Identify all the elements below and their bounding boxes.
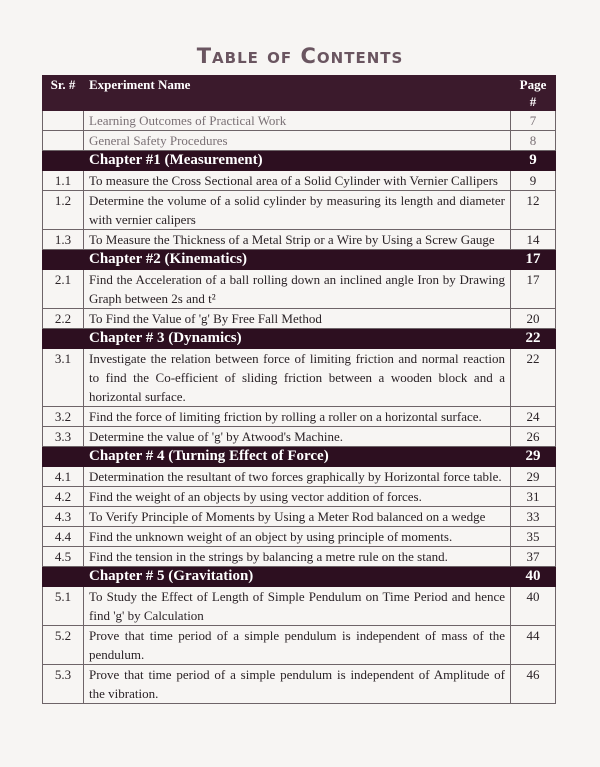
page-number: 37: [510, 546, 556, 567]
table-row: 5.3 Prove that time period of a simple pe…: [42, 664, 556, 704]
serial-number: 4.5: [42, 546, 84, 567]
table-row: 1.2 Determine the volume of a solid cylin…: [42, 190, 556, 230]
serial-number: [42, 446, 84, 467]
table-row: 4.3 To Verify Principle of Moments by Usi…: [42, 506, 556, 527]
page-number: 9: [510, 150, 556, 171]
header-experiment-name: Experiment Name: [83, 75, 511, 111]
experiment-name: Prove that time period of a simple pendu…: [83, 625, 511, 665]
page-number: 24: [510, 406, 556, 427]
serial-number: 2.1: [42, 269, 84, 309]
page-number: 40: [510, 586, 556, 626]
experiment-name: To measure the Cross Sectional area of a…: [83, 170, 511, 191]
experiment-name: Find the unknown weight of an object by …: [83, 526, 511, 547]
serial-number: [42, 566, 84, 587]
experiment-name: Chapter #2 (Kinematics): [83, 249, 511, 270]
page-number: 29: [510, 446, 556, 467]
page-number: 26: [510, 426, 556, 447]
page-number: 12: [510, 190, 556, 230]
experiment-name: Chapter # 5 (Gravitation): [83, 566, 511, 587]
table-row: 3.2 Find the force of limiting friction b…: [42, 406, 556, 427]
page-number: 35: [510, 526, 556, 547]
page-number: 40: [510, 566, 556, 587]
table-row: General Safety Procedures 8: [42, 130, 556, 151]
page-number: 8: [510, 130, 556, 151]
serial-number: 4.3: [42, 506, 84, 527]
experiment-name: Determine the value of 'g' by Atwood's M…: [83, 426, 511, 447]
page-number: 22: [510, 328, 556, 349]
table-row: 3.1 Investigate the relation between forc…: [42, 348, 556, 407]
experiment-name: Chapter # 4 (Turning Effect of Force): [83, 446, 511, 467]
serial-number: 2.2: [42, 308, 84, 329]
page-number: 46: [510, 664, 556, 704]
page-number: 33: [510, 506, 556, 527]
table-row: 1.1 To measure the Cross Sectional area o…: [42, 170, 556, 191]
page-number: 22: [510, 348, 556, 407]
chapter-row: Chapter # 4 (Turning Effect of Force) 29: [42, 446, 556, 467]
page-number: 29: [510, 466, 556, 487]
table-row: 4.4 Find the unknown weight of an object …: [42, 526, 556, 547]
table-row: 4.5 Find the tension in the strings by ba…: [42, 546, 556, 567]
experiment-name: Prove that time period of a simple pendu…: [83, 664, 511, 704]
serial-number: [42, 150, 84, 171]
page-number: 7: [510, 110, 556, 131]
serial-number: 1.2: [42, 190, 84, 230]
header-page: Page #: [510, 75, 556, 111]
table-row: 2.2 To Find the Value of 'g' By Free Fall…: [42, 308, 556, 329]
experiment-name: Find the Acceleration of a ball rolling …: [83, 269, 511, 309]
table-row: 1.3 To Measure the Thickness of a Metal S…: [42, 229, 556, 250]
experiment-name: Find the force of limiting friction by r…: [83, 406, 511, 427]
chapter-row: Chapter # 5 (Gravitation) 40: [42, 566, 556, 587]
table-row: 3.3 Determine the value of 'g' by Atwood'…: [42, 426, 556, 447]
page-title: Table of Contents: [196, 44, 404, 68]
page-number: 31: [510, 486, 556, 507]
serial-number: 4.2: [42, 486, 84, 507]
page-number: 9: [510, 170, 556, 191]
experiment-name: General Safety Procedures: [83, 130, 511, 151]
page-number: 20: [510, 308, 556, 329]
serial-number: 1.1: [42, 170, 84, 191]
table-row: Learning Outcomes of Practical Work 7: [42, 110, 556, 131]
serial-number: 3.3: [42, 426, 84, 447]
serial-number: 3.1: [42, 348, 84, 407]
experiment-name: Learning Outcomes of Practical Work: [83, 110, 511, 131]
experiment-name: Investigate the relation between force o…: [83, 348, 511, 407]
serial-number: 4.1: [42, 466, 84, 487]
experiment-name: Chapter #1 (Measurement): [83, 150, 511, 171]
chapter-row: Chapter #2 (Kinematics) 17: [42, 249, 556, 270]
table-row: 5.2 Prove that time period of a simple pe…: [42, 625, 556, 665]
experiment-name: To Measure the Thickness of a Metal Stri…: [83, 229, 511, 250]
page-number: 17: [510, 269, 556, 309]
page-number: 14: [510, 229, 556, 250]
serial-number: 5.2: [42, 625, 84, 665]
experiment-name: Determine the volume of a solid cylinder…: [83, 190, 511, 230]
experiment-name: Determination the resultant of two force…: [83, 466, 511, 487]
header-sr: Sr. #: [42, 75, 84, 111]
table-header-row: Sr. # Experiment Name Page #: [42, 75, 556, 111]
table-row: 4.2 Find the weight of an objects by usin…: [42, 486, 556, 507]
table-row: 2.1 Find the Acceleration of a ball rolli…: [42, 269, 556, 309]
page-number: 17: [510, 249, 556, 270]
table-row: 5.1 To Study the Effect of Length of Simp…: [42, 586, 556, 626]
page-number: 44: [510, 625, 556, 665]
serial-number: 1.3: [42, 229, 84, 250]
serial-number: 4.4: [42, 526, 84, 547]
serial-number: 5.1: [42, 586, 84, 626]
experiment-name: To Verify Principle of Moments by Using …: [83, 506, 511, 527]
serial-number: [42, 328, 84, 349]
chapter-row: Chapter #1 (Measurement) 9: [42, 150, 556, 171]
serial-number: 5.3: [42, 664, 84, 704]
contents-table: Sr. # Experiment Name Page # Learning Ou…: [42, 75, 556, 704]
experiment-name: Find the tension in the strings by balan…: [83, 546, 511, 567]
experiment-name: Find the weight of an objects by using v…: [83, 486, 511, 507]
table-row: 4.1 Determination the resultant of two fo…: [42, 466, 556, 487]
serial-number: 3.2: [42, 406, 84, 427]
serial-number: [42, 110, 84, 131]
serial-number: [42, 130, 84, 151]
experiment-name: Chapter # 3 (Dynamics): [83, 328, 511, 349]
experiment-name: To Study the Effect of Length of Simple …: [83, 586, 511, 626]
chapter-row: Chapter # 3 (Dynamics) 22: [42, 328, 556, 349]
serial-number: [42, 249, 84, 270]
experiment-name: To Find the Value of 'g' By Free Fall Me…: [83, 308, 511, 329]
